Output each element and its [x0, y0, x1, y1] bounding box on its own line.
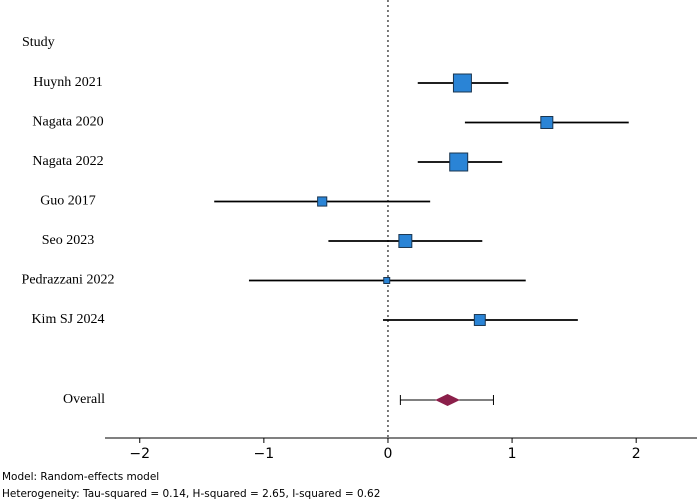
effect-box: [452, 73, 472, 93]
overall-diamond: [435, 394, 460, 406]
heterogeneity-note: Heterogeneity: Tau-squared = 0.14, H-squ…: [2, 488, 380, 500]
effect-box: [398, 234, 413, 248]
study-label: Guo 2017: [40, 194, 96, 209]
study-label: Nagata 2020: [32, 115, 103, 130]
overall-label: Overall: [63, 392, 105, 407]
study-label: Seo 2023: [42, 233, 95, 248]
study-label: Pedrazzani 2022: [22, 273, 115, 288]
x-tick-label: −2: [129, 446, 150, 462]
effect-box: [383, 277, 391, 284]
effect-box: [317, 196, 328, 207]
model-note: Model: Random-effects model: [2, 471, 159, 483]
x-tick-label: 1: [508, 446, 517, 462]
effect-box: [449, 152, 469, 172]
study-label: Kim SJ 2024: [31, 312, 104, 327]
effect-box: [473, 314, 486, 326]
study-label: Nagata 2022: [32, 154, 103, 169]
x-tick-label: 2: [632, 446, 641, 462]
x-tick-label: −1: [254, 446, 275, 462]
column-header: Study: [22, 35, 55, 50]
study-label: Huynh 2021: [33, 75, 103, 90]
x-tick-label: 0: [384, 446, 393, 462]
effect-box: [540, 116, 554, 129]
